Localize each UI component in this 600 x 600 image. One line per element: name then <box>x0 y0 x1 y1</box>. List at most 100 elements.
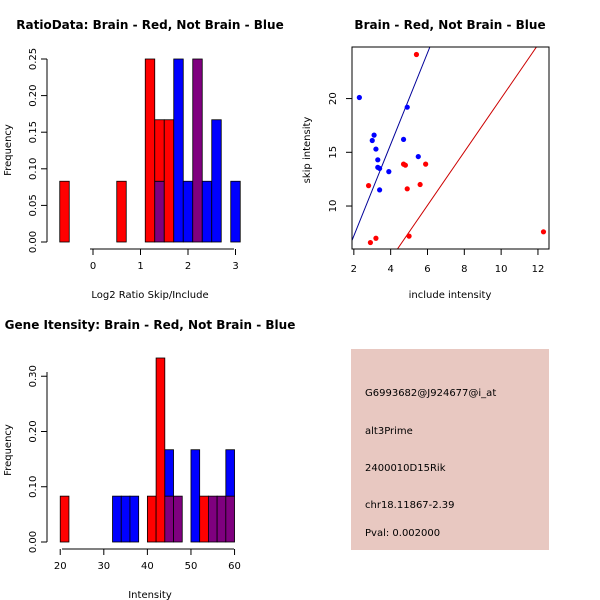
brain-point <box>365 183 372 189</box>
brain-point <box>417 181 423 188</box>
scatter-y-label: skip intensity <box>302 117 313 184</box>
brain-point <box>402 162 408 168</box>
x-tick-label: 10 <box>495 264 508 275</box>
not-brain-point <box>400 136 407 143</box>
gene-y-label: Frequency <box>3 424 14 476</box>
y-tick-label: 20 <box>328 92 339 105</box>
not-brain-point <box>375 157 381 163</box>
gene-intensity-title: Gene Itensity: Brain - Red, Not Brain - … <box>5 318 296 332</box>
overlap-bar <box>154 180 165 243</box>
ratio-x-ticks: 0 1 2 3 <box>90 249 239 272</box>
gene-intensity-bars <box>59 357 235 543</box>
ratio-histogram-title: RatioData: Brain - Red, Not Brain - Blue <box>16 18 283 32</box>
y-tick-label: 0.20 <box>28 84 39 106</box>
gene-x-ticks: 20 30 40 50 60 <box>54 549 241 572</box>
x-tick-label: 2 <box>185 261 191 272</box>
y-tick-label: 0.05 <box>28 194 39 216</box>
not-brain-point <box>369 137 375 144</box>
y-tick-label: 0.10 <box>28 476 39 498</box>
x-tick-label: 1 <box>137 261 143 272</box>
x-tick-label: 4 <box>387 264 393 275</box>
ratio-histogram-panel: RatioData: Brain - Red, Not Brain - Blue… <box>3 18 284 301</box>
gene-intensity-panel: Gene Itensity: Brain - Red, Not Brain - … <box>3 318 295 600</box>
not-brain-bar <box>164 449 174 497</box>
brain-point <box>367 239 374 246</box>
not-brain-point <box>356 94 362 101</box>
brain-point <box>406 233 412 239</box>
x-tick-label: 20 <box>54 561 67 572</box>
chromosome-location: chr18.11867-2.39 <box>365 500 455 511</box>
not-brain-point <box>386 169 392 175</box>
not-brain-point <box>371 132 377 138</box>
not-brain-bar <box>225 449 235 497</box>
event-type: alt3Prime <box>365 426 413 437</box>
scatter-y-ticks: 10 15 20 <box>328 92 352 212</box>
ratio-y-ticks: 0.00 0.05 0.10 0.15 0.20 0.25 <box>28 48 47 253</box>
scatter-title: Brain - Red, Not Brain - Blue <box>354 18 545 32</box>
y-tick-label: 0.15 <box>28 121 39 143</box>
scatter-fit-lines <box>352 47 538 249</box>
scatter-points <box>356 51 547 246</box>
ratio-y-label: Frequency <box>3 124 14 176</box>
x-tick-label: 8 <box>461 264 467 275</box>
not-brain-bar <box>112 495 122 543</box>
not-brain-bar <box>190 449 201 543</box>
brain-point <box>413 51 420 58</box>
not-brain-bar <box>173 58 184 243</box>
x-tick-label: 50 <box>185 561 198 572</box>
brain-bar <box>155 357 166 543</box>
not-brain-bar <box>129 495 140 543</box>
overlap-bar <box>192 58 203 243</box>
intensity-scatter-panel: Brain - Red, Not Brain - Blue 2 4 6 8 10 12 1… <box>302 18 550 301</box>
brain-point <box>540 229 547 235</box>
y-tick-label: 15 <box>328 146 339 159</box>
not-brain-point <box>373 146 379 152</box>
info-box <box>351 349 549 550</box>
gene-name: 2400010D15Rik <box>365 463 446 474</box>
not-brain-bar <box>211 119 222 243</box>
not-brain-point <box>377 187 383 193</box>
brain-point <box>373 235 379 241</box>
overlap-bar <box>216 495 227 543</box>
y-tick-label: 0.30 <box>28 365 39 387</box>
scatter-x-ticks: 2 4 6 8 10 12 <box>351 249 545 275</box>
brain-bar <box>163 119 175 243</box>
x-tick-label: 12 <box>532 264 545 275</box>
not-brain-point <box>377 165 383 172</box>
not-brain-point <box>404 104 410 110</box>
gene-x-label: Intensity <box>128 590 172 600</box>
brain-bar <box>199 495 209 543</box>
ratio-x-label: Log2 Ratio Skip/Include <box>91 290 208 301</box>
brain-bar <box>59 495 70 543</box>
x-tick-label: 6 <box>424 264 430 275</box>
not-brain-fit-line <box>352 47 431 241</box>
brain-point <box>423 161 429 167</box>
brain-bar <box>116 180 127 243</box>
not-brain-bar <box>120 495 131 543</box>
x-tick-label: 2 <box>351 264 357 275</box>
brain-bar <box>144 58 156 243</box>
probe-id: G6993682@J924677@i_at <box>365 388 496 399</box>
y-tick-label: 10 <box>328 200 339 213</box>
overlap-bar <box>225 495 235 543</box>
info-panel: G6993682@J924677@i_at alt3Prime 2400010D… <box>351 349 549 550</box>
y-tick-label: 0.20 <box>28 420 39 442</box>
not-brain-bar <box>230 180 241 243</box>
ratio-histogram-bars <box>59 58 241 243</box>
brain-bar <box>146 495 157 543</box>
brain-bar <box>59 180 70 243</box>
x-tick-label: 0 <box>90 261 96 272</box>
y-tick-label: 0.10 <box>28 158 39 180</box>
y-tick-label: 0.00 <box>28 231 39 253</box>
scatter-x-label: include intensity <box>409 290 492 301</box>
not-brain-point <box>415 153 421 160</box>
x-tick-label: 60 <box>228 561 241 572</box>
not-brain-bar <box>182 180 194 243</box>
gene-y-ticks: 0.00 0.10 0.20 0.30 <box>28 365 47 553</box>
brain-point <box>404 186 410 192</box>
scatter-frame <box>351 46 550 250</box>
y-tick-label: 0.25 <box>28 48 39 70</box>
brain-bar <box>154 119 165 182</box>
not-brain-bar <box>201 180 213 243</box>
